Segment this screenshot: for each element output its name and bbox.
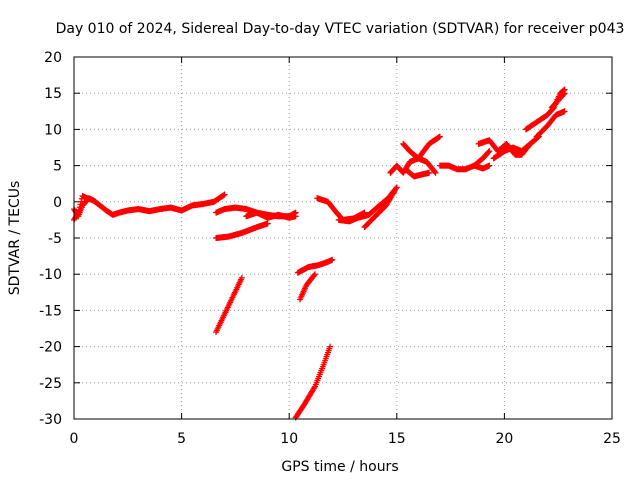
data-point <box>238 274 245 281</box>
data-point <box>436 133 443 140</box>
data-point <box>432 169 439 176</box>
data-point <box>561 108 568 115</box>
y-tick-label: 10 <box>44 122 62 138</box>
y-tick-label: -20 <box>39 340 62 356</box>
data-point <box>485 148 492 155</box>
y-tick-label: 20 <box>44 50 62 66</box>
y-axis-label: SDTVAR / TECUs <box>7 181 23 296</box>
data-point <box>329 256 336 263</box>
data-point <box>391 187 398 194</box>
data-point <box>221 191 228 198</box>
y-tick-label: -15 <box>39 303 62 319</box>
y-tick-label: -5 <box>48 231 62 247</box>
data-point <box>561 90 568 97</box>
plot-frame <box>73 56 613 420</box>
data-point <box>426 169 433 176</box>
data-point <box>311 384 318 391</box>
data-point <box>264 220 271 227</box>
x-tick-label: 5 <box>177 431 186 447</box>
y-tick-label: -10 <box>39 267 62 283</box>
y-tick-label: -30 <box>39 412 62 428</box>
y-tick-label: 0 <box>53 195 62 211</box>
x-tick-labels: 0 5 10 15 20 25 <box>70 431 621 447</box>
y-tick-label: 5 <box>53 159 62 175</box>
chart-title: Day 010 of 2024, Sidereal Day-to-day VTE… <box>56 21 625 37</box>
data-point <box>393 184 400 191</box>
data-point <box>486 148 493 155</box>
x-tick-label: 25 <box>603 431 621 447</box>
data-point <box>312 271 319 278</box>
data-point <box>393 185 400 192</box>
y-tick-label: 15 <box>44 86 62 102</box>
data-point <box>390 189 397 196</box>
x-tick-label: 0 <box>70 431 79 447</box>
data-points <box>71 86 568 421</box>
data-point <box>486 162 493 169</box>
x-axis-label: GPS time / hours <box>281 459 398 475</box>
x-tick-label: 15 <box>388 431 406 447</box>
data-point <box>560 91 567 98</box>
x-tick-label: 10 <box>280 431 298 447</box>
axis-ticks <box>73 56 613 420</box>
data-point <box>311 272 318 279</box>
data-point <box>327 343 334 350</box>
data-point <box>292 213 299 220</box>
y-tick-label: -25 <box>39 376 62 392</box>
data-point <box>92 198 99 205</box>
data-point <box>431 168 438 175</box>
grid-lines <box>74 57 612 419</box>
y-tick-labels: -30 -25 -20 -15 -10 -5 0 5 10 15 20 <box>39 50 62 428</box>
x-tick-label: 20 <box>495 431 513 447</box>
